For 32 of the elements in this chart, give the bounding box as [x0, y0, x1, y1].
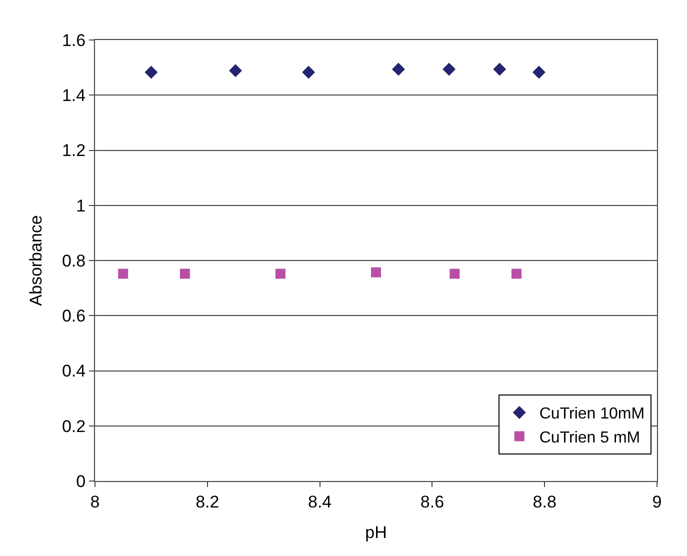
y-tick-label: 0.4 [62, 362, 86, 381]
y-tick-label: 1.6 [62, 30, 86, 50]
point [442, 62, 456, 76]
x-tick-label: 8.4 [308, 492, 332, 512]
point [275, 268, 286, 279]
y-tick-label: 0.6 [62, 306, 86, 326]
y-tick-label: 0 [76, 472, 86, 491]
legend-label: CuTrien 10mM [539, 406, 645, 423]
point [512, 268, 522, 279]
x-tick-label: 8.8 [532, 492, 556, 512]
y-tick-label: 1 [76, 196, 86, 216]
legend-label: CuTrien 5 mM [539, 429, 640, 446]
point [532, 66, 546, 79]
point [493, 62, 506, 76]
x-tick-label: 8 [90, 492, 100, 512]
y-tick-label: 1.4 [62, 86, 86, 106]
point [450, 268, 460, 279]
x-tick-label: 9 [652, 492, 662, 512]
point [371, 267, 381, 278]
point [392, 62, 405, 76]
x-axis-title: pH [365, 522, 387, 542]
y-axis-title: Absorbance [26, 215, 46, 306]
y-tick-label: 1.2 [62, 141, 86, 160]
point [180, 268, 190, 279]
y-tick-label: 0.2 [62, 416, 86, 436]
x-tick-label: 8.2 [196, 492, 220, 512]
y-tick-label: 0.8 [62, 251, 86, 270]
point [302, 66, 316, 79]
point [229, 64, 242, 78]
x-tick-label: 8.6 [420, 492, 444, 512]
point [118, 268, 128, 279]
point [144, 66, 158, 79]
